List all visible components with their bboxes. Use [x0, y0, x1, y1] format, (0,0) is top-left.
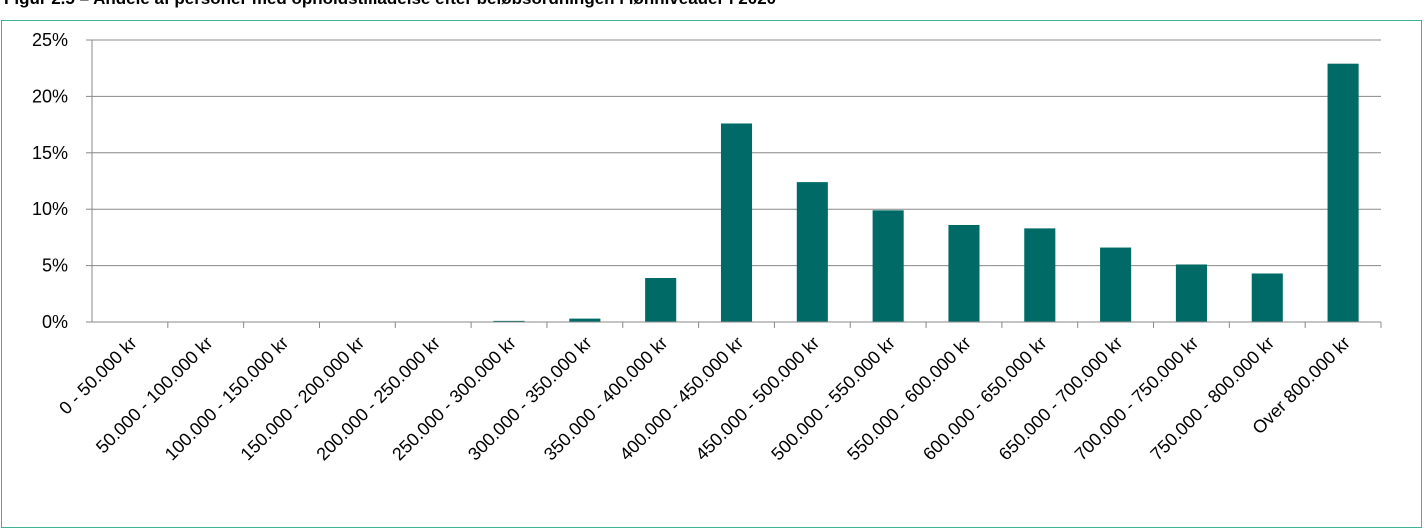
y-tick-label: 10% [32, 199, 68, 219]
x-tick-label: 0 - 50.000 kr [55, 333, 141, 419]
bar [1100, 247, 1132, 322]
x-tick-label: 650.000 - 700.000 kr [995, 333, 1127, 465]
bar [872, 210, 904, 322]
bar [948, 224, 980, 322]
y-tick-label: 0% [42, 312, 68, 332]
x-tick-label: 100.000 - 150.000 kr [161, 333, 293, 465]
x-tick-label: 300.000 - 350.000 kr [464, 333, 596, 465]
y-tick-label: 25% [32, 30, 68, 50]
x-tick-label: 750.000 - 800.000 kr [1146, 333, 1278, 465]
bar [493, 320, 525, 322]
axes [86, 39, 1382, 328]
x-tick-label: 450.000 - 500.000 kr [692, 333, 824, 465]
x-tick-label: 200.000 - 250.000 kr [312, 333, 444, 465]
y-tick-label: 20% [32, 86, 68, 106]
bar [1175, 264, 1207, 322]
x-tick-label: 250.000 - 300.000 kr [388, 333, 520, 465]
x-tick-label: 550.000 - 600.000 kr [843, 333, 975, 465]
bar [645, 278, 677, 322]
x-tick-label: 400.000 - 450.000 kr [616, 333, 748, 465]
x-tick-label: 150.000 - 200.000 kr [237, 333, 369, 465]
bar [1251, 273, 1283, 322]
y-tick-label: 15% [32, 143, 68, 163]
x-tick-label: 500.000 - 550.000 kr [767, 333, 899, 465]
bar [1327, 63, 1359, 323]
bar [796, 182, 828, 322]
bar [1024, 228, 1056, 322]
x-tick-label: 350.000 - 400.000 kr [540, 333, 672, 465]
y-tick-labels: 0% 5% 10% 15% 20% 25% [32, 30, 68, 332]
x-tick-label: 700.000 - 750.000 kr [1071, 333, 1203, 465]
figure-title: Figur 2.5 – Andele af personer med ophol… [4, 0, 776, 9]
bar [720, 123, 753, 322]
bars [493, 63, 1359, 323]
x-tick-label: 600.000 - 650.000 kr [919, 333, 1051, 465]
y-tick-label: 5% [42, 256, 68, 276]
chart-frame [1, 20, 1422, 528]
bar [569, 318, 601, 322]
